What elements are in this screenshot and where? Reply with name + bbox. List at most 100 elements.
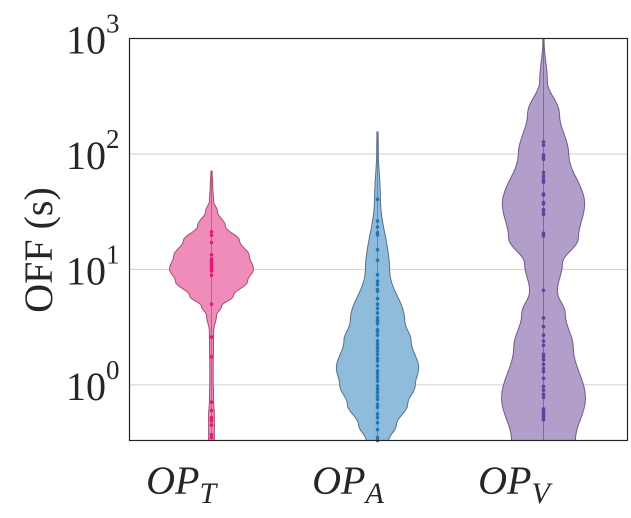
- y-tick-label: 10: [66, 248, 106, 293]
- y-tick-label: 10: [66, 133, 106, 178]
- data-point: [375, 219, 380, 223]
- data-point: [375, 412, 380, 416]
- plot-frame: [128, 37, 629, 442]
- data-point: [375, 352, 380, 357]
- data-point: [375, 258, 380, 263]
- y-tick-exponent: 3: [106, 9, 120, 39]
- y-tick-exponent: 2: [106, 124, 120, 154]
- data-point: [375, 415, 380, 420]
- x-tick-label: OP: [146, 458, 199, 503]
- data-point: [375, 342, 380, 347]
- data-point: [209, 229, 214, 234]
- data-point: [375, 435, 380, 440]
- x-tick-subscript: V: [532, 477, 554, 510]
- data-point: [375, 427, 380, 432]
- data-point: [209, 432, 214, 437]
- data-point: [541, 177, 546, 182]
- data-point: [375, 372, 380, 376]
- data-point: [375, 359, 380, 363]
- data-point: [541, 357, 546, 362]
- data-point: [209, 355, 214, 359]
- data-point: [209, 233, 214, 237]
- x-tick-subscript: T: [200, 477, 219, 510]
- data-point: [541, 202, 546, 206]
- data-point: [541, 324, 546, 329]
- y-tick-label: 10: [66, 18, 106, 63]
- data-point: [375, 225, 380, 229]
- data-point: [375, 349, 380, 353]
- data-point: [375, 311, 380, 315]
- data-point: [375, 356, 380, 361]
- violin-op-a: [335, 131, 420, 443]
- data-point: [541, 180, 546, 184]
- data-point: [209, 302, 214, 306]
- data-point: [209, 273, 214, 278]
- data-point: [541, 362, 546, 367]
- data-point: [541, 212, 546, 217]
- y-tick-base: 10: [66, 18, 106, 63]
- data-point: [541, 366, 546, 371]
- data-point: [375, 384, 380, 388]
- data-point: [541, 339, 546, 343]
- data-point: [375, 197, 380, 202]
- data-point: [541, 352, 546, 357]
- data-point: [209, 415, 214, 420]
- data-point: [375, 420, 380, 425]
- data-point: [375, 390, 380, 395]
- data-point: [209, 418, 214, 423]
- data-point: [541, 209, 546, 213]
- data-point: [541, 170, 546, 175]
- data-point: [209, 269, 214, 273]
- data-point: [541, 174, 546, 179]
- data-point: [541, 333, 546, 337]
- data-point: [375, 397, 380, 402]
- data-point: [375, 345, 380, 350]
- data-point: [541, 384, 546, 389]
- data-point: [375, 296, 380, 301]
- data-point: [541, 343, 546, 348]
- data-point: [375, 282, 380, 287]
- data-point: [541, 395, 546, 400]
- x-tick-labels: OP T OP A OP V: [146, 458, 553, 510]
- data-point: [375, 321, 380, 326]
- data-point: [375, 375, 380, 380]
- data-point: [375, 364, 380, 368]
- data-point: [375, 369, 380, 373]
- data-point: [375, 379, 380, 383]
- data-point: [541, 369, 546, 374]
- y-tick-base: 10: [66, 248, 106, 293]
- y-axis-label: OFF (s): [16, 187, 61, 313]
- data-point: [541, 417, 546, 422]
- data-point: [375, 318, 380, 323]
- y-tick-base: 10: [66, 364, 106, 409]
- x-tick-label: OP: [312, 458, 365, 503]
- data-point: [541, 376, 546, 381]
- data-point: [541, 234, 546, 238]
- data-point: [209, 240, 214, 245]
- data-point: [209, 423, 214, 427]
- data-point: [541, 316, 546, 320]
- y-tick-base: 10: [66, 133, 106, 178]
- data-point: [541, 140, 546, 144]
- data-point: [375, 402, 380, 407]
- data-point: [541, 231, 546, 235]
- data-point: [541, 388, 546, 392]
- data-point: [209, 335, 214, 339]
- data-point: [375, 339, 380, 343]
- data-point: [375, 289, 380, 293]
- data-point: [541, 288, 546, 293]
- data-point: [541, 392, 546, 397]
- data-point: [375, 316, 380, 320]
- data-point: [375, 247, 380, 252]
- data-point: [209, 252, 214, 257]
- data-point: [375, 272, 380, 277]
- data-point: [541, 157, 546, 162]
- violin-op-t: [168, 170, 255, 441]
- data-point: [375, 302, 380, 306]
- data-point: [209, 408, 214, 413]
- data-point: [375, 405, 380, 410]
- x-tick-subscript: A: [364, 477, 385, 510]
- data-point: [375, 333, 380, 337]
